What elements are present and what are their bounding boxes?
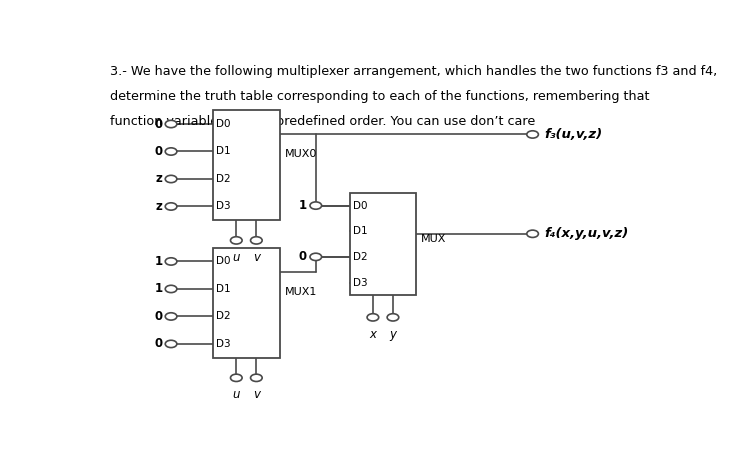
Text: v: v — [253, 251, 260, 264]
Circle shape — [526, 131, 538, 138]
Circle shape — [165, 120, 177, 128]
Circle shape — [526, 230, 538, 238]
Circle shape — [165, 203, 177, 210]
Text: D0: D0 — [353, 200, 368, 210]
Circle shape — [310, 202, 322, 209]
Circle shape — [165, 175, 177, 183]
Text: 0: 0 — [154, 337, 162, 350]
Text: function variables have a predefined order. You can use don’t care: function variables have a predefined ord… — [110, 115, 536, 128]
Text: D2: D2 — [353, 252, 368, 262]
Circle shape — [230, 237, 242, 244]
Text: D0: D0 — [217, 119, 231, 129]
Text: f₃(u,v,z): f₃(u,v,z) — [544, 128, 602, 141]
Text: D3: D3 — [217, 201, 231, 211]
Text: determine the truth table corresponding to each of the functions, remembering th: determine the truth table corresponding … — [110, 90, 650, 103]
Text: z: z — [155, 172, 162, 186]
Text: 3.- We have the following multiplexer arrangement, which handles the two functio: 3.- We have the following multiplexer ar… — [110, 65, 717, 78]
Text: MUX1: MUX1 — [284, 287, 316, 297]
Circle shape — [251, 374, 262, 381]
Text: v: v — [253, 388, 260, 401]
Circle shape — [310, 253, 322, 260]
Text: D2: D2 — [217, 311, 231, 321]
Text: x: x — [370, 327, 376, 341]
Text: f₄(x,y,u,v,z): f₄(x,y,u,v,z) — [544, 227, 628, 240]
Text: 0: 0 — [299, 250, 307, 263]
Text: 1: 1 — [154, 282, 162, 296]
Circle shape — [251, 237, 262, 244]
Text: 1: 1 — [299, 199, 307, 212]
Text: z: z — [155, 200, 162, 213]
Text: D3: D3 — [217, 339, 231, 349]
Text: MUX: MUX — [421, 234, 446, 244]
Text: D1: D1 — [217, 147, 231, 157]
Circle shape — [165, 148, 177, 155]
Text: u: u — [232, 251, 240, 264]
Text: D1: D1 — [217, 284, 231, 294]
Circle shape — [165, 285, 177, 293]
Text: D3: D3 — [353, 278, 368, 288]
Bar — [213, 248, 280, 357]
Circle shape — [230, 374, 242, 381]
Text: u: u — [232, 388, 240, 401]
Circle shape — [165, 340, 177, 347]
Text: 1: 1 — [154, 255, 162, 268]
Text: D1: D1 — [353, 226, 368, 236]
Text: 0: 0 — [154, 145, 162, 158]
Circle shape — [165, 258, 177, 265]
Circle shape — [165, 313, 177, 320]
Text: 0: 0 — [154, 118, 162, 130]
Circle shape — [387, 314, 399, 321]
Text: D0: D0 — [217, 257, 231, 267]
Text: 0: 0 — [154, 310, 162, 323]
Bar — [350, 193, 416, 295]
Text: MUX0: MUX0 — [284, 149, 316, 159]
Text: D2: D2 — [217, 174, 231, 184]
Circle shape — [367, 314, 379, 321]
Bar — [213, 110, 280, 220]
Text: y: y — [389, 327, 397, 341]
